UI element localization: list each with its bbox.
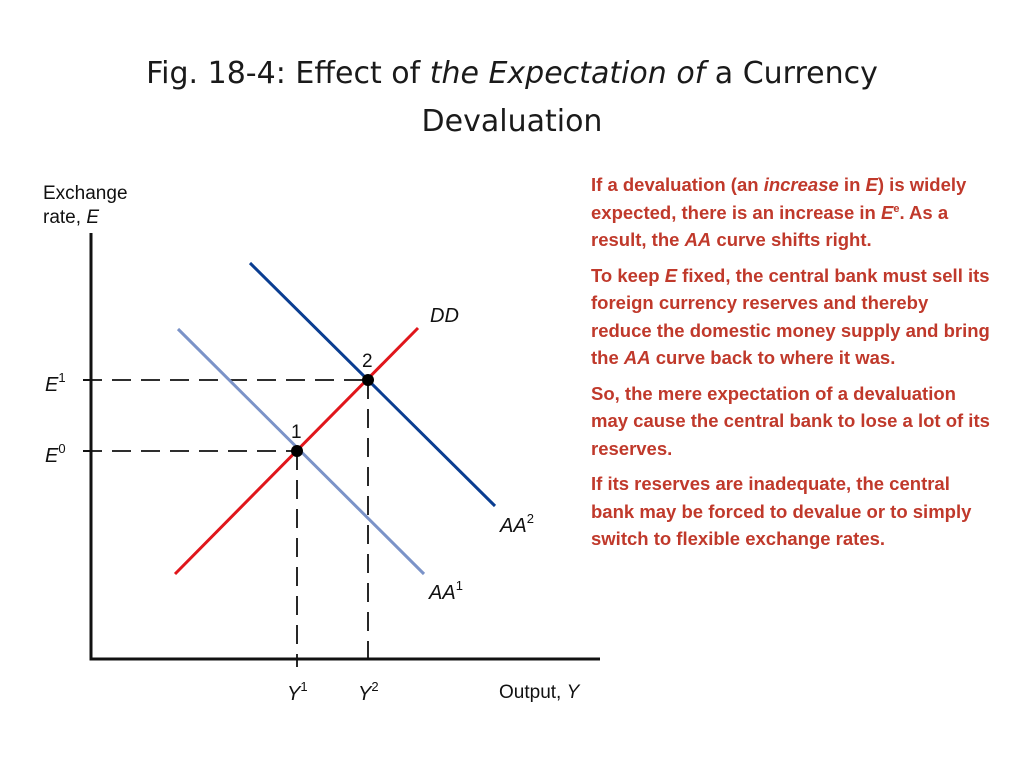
y1-label: Y1 xyxy=(287,679,308,705)
note-1-italic-aa: AA xyxy=(684,229,712,250)
note-1-superscript-e: e xyxy=(893,202,900,215)
e0-label-base: E xyxy=(45,445,59,467)
aa1-label: AA1 xyxy=(428,578,463,604)
aa2-label: AA2 xyxy=(499,511,534,537)
x-axis-label: Output, Y xyxy=(499,682,581,703)
aa1-label-base: AA xyxy=(428,582,456,604)
note-paragraph-3: So, the mere expectation of a devaluatio… xyxy=(591,382,990,459)
diagram: Exchange rate, E Output, Y 1 2 DD AA2 AA… xyxy=(43,183,600,705)
note-2-text: fixed, the central bank must sell its fo… xyxy=(591,264,990,369)
title-text-cont: a Currency xyxy=(705,56,878,91)
y2-label-base: Y xyxy=(358,683,373,705)
note-1-text: in xyxy=(838,174,866,195)
note-paragraph-4: If its reserves are inadequate, the cent… xyxy=(591,473,972,549)
note-1-text: . As a result, the xyxy=(591,201,949,251)
y-axis-label-2: rate, E xyxy=(43,207,99,228)
y-axis-symbol: E xyxy=(86,207,99,228)
note-1-italic-e: E xyxy=(880,201,894,223)
title-text: Fig. 18-4: Effect of xyxy=(146,56,430,91)
note-1-text: ) is widely expected, there is an increa… xyxy=(591,174,967,223)
e1-label-base: E xyxy=(45,374,59,396)
note-paragraph-2: To keep E fixed, the central bank must s… xyxy=(591,262,991,372)
note-2-text: curve back to where it was. xyxy=(650,347,896,368)
x-axis-label-text: Output, xyxy=(499,682,567,703)
note-1-italic-increase: increase xyxy=(763,174,839,195)
y1-label-base: Y xyxy=(287,683,302,705)
point-1-label: 1 xyxy=(291,422,302,443)
aa1-label-sup: 1 xyxy=(456,578,463,593)
equilibrium-point-1 xyxy=(291,445,303,457)
e0-label-sup: 0 xyxy=(58,441,65,456)
note-1-italic-e: E xyxy=(865,174,878,195)
note-1-text: If a devaluation (an xyxy=(591,174,764,195)
aa2-label-sup: 2 xyxy=(527,511,534,526)
note-2-italic-e: E xyxy=(664,264,678,286)
note-2-italic-aa: AA xyxy=(623,347,651,368)
x-axis-symbol: Y xyxy=(567,682,581,703)
aa2-label-base: AA xyxy=(499,515,527,537)
title-line2: Devaluation xyxy=(421,104,603,139)
e1-label-sup: 1 xyxy=(58,370,65,385)
e1-label: E1 xyxy=(45,370,66,396)
equilibrium-point-2 xyxy=(362,374,374,386)
y-axis-label-line2: rate, xyxy=(43,207,86,228)
note-paragraph-1: If a devaluation (an increase in E) is w… xyxy=(591,171,991,254)
y-axis-label: Exchange xyxy=(43,183,128,204)
y2-label: Y2 xyxy=(358,679,379,705)
title-italic-text: the Expectation of xyxy=(429,56,706,91)
explanation-notes: If a devaluation (an increase in E) is w… xyxy=(591,171,991,561)
slide-title: Fig. 18-4: Effect of the Expectation of … xyxy=(80,50,944,146)
point-2-label: 2 xyxy=(362,351,373,372)
note-2-text: To keep xyxy=(591,264,665,286)
y2-label-sup: 2 xyxy=(371,679,378,694)
note-1-text: curve shifts right. xyxy=(711,229,872,250)
aa2-curve xyxy=(248,261,497,508)
y1-label-sup: 1 xyxy=(300,679,307,694)
e0-label: E0 xyxy=(45,441,66,467)
y-axis-label-line1: Exchange xyxy=(43,183,128,204)
dd-label: DD xyxy=(430,305,459,327)
